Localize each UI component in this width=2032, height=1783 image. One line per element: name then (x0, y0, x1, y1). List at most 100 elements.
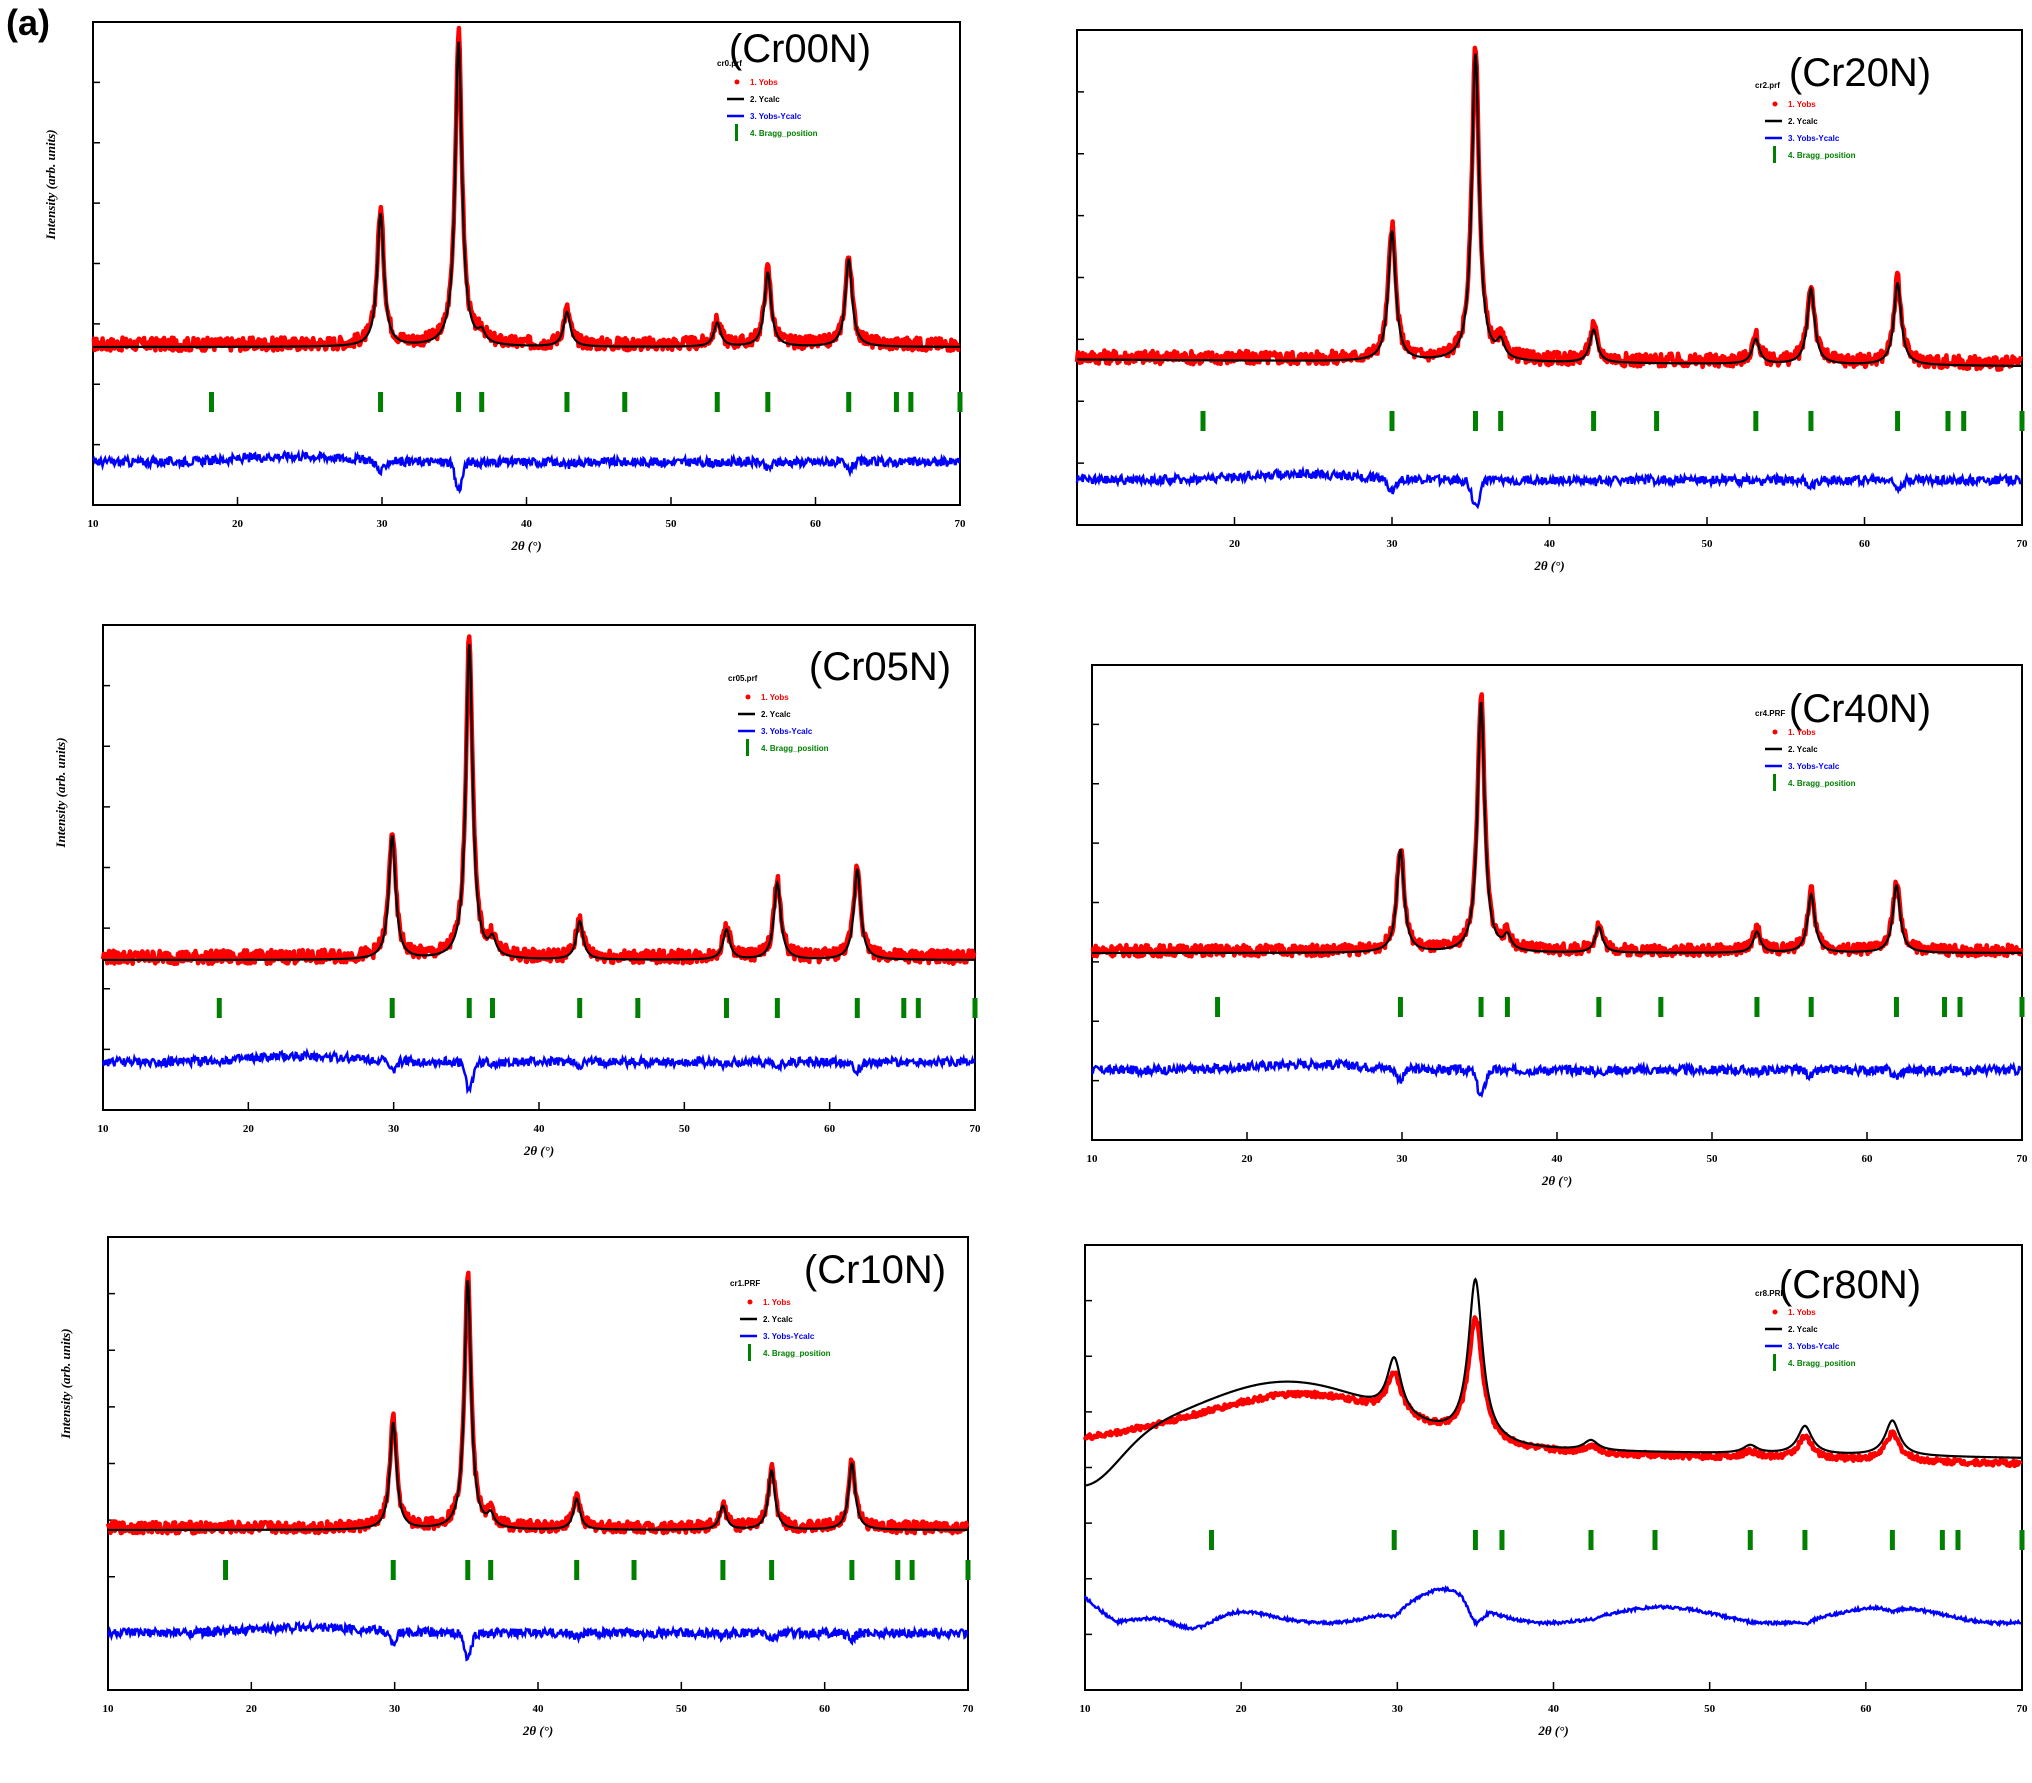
x-tick-label: 20 (243, 1123, 255, 1135)
bragg-mark (965, 1560, 971, 1580)
bragg-mark (1504, 997, 1510, 1017)
legend-entry: 3. Yobs-Ycalc (761, 727, 813, 736)
bragg-mark (465, 1560, 471, 1580)
figure-label: (a) (6, 2, 50, 43)
bragg-mark (1895, 411, 1901, 431)
legend-entry: 3. Yobs-Ycalc (750, 112, 802, 121)
bragg-mark (849, 1560, 855, 1580)
bragg-mark (1389, 411, 1395, 431)
x-axis-label: 2θ (°) (523, 1143, 554, 1158)
legend-entry: 1. Yobs (1788, 100, 1816, 109)
bragg-mark (1478, 997, 1484, 1017)
x-tick-label: 50 (679, 1123, 691, 1135)
sample-label: (Cr40N) (1789, 687, 1931, 731)
legend-file: cr1.PRF (730, 1279, 760, 1288)
bragg-mark (2019, 411, 2025, 431)
x-tick-label: 50 (1707, 1153, 1719, 1165)
legend-entry: 3. Yobs-Ycalc (1788, 1342, 1840, 1351)
bragg-mark (893, 392, 899, 412)
difference-series (1090, 1056, 2022, 1099)
x-tick-label: 50 (1704, 1703, 1716, 1715)
bragg-mark (479, 392, 485, 412)
x-tick-label: 40 (534, 1123, 546, 1135)
bragg-mark (765, 392, 771, 412)
bragg-mark (489, 998, 495, 1018)
bragg-mark (456, 392, 462, 412)
bragg-mark (574, 1560, 580, 1580)
difference-series (1075, 465, 2022, 510)
yobs-series (105, 1270, 970, 1536)
yobs-series (1090, 692, 2024, 959)
plot-frame (107, 1236, 969, 1691)
legend-entry: 4. Bragg_position (1788, 151, 1856, 160)
legend-entry: 3. Yobs-Ycalc (1788, 134, 1840, 143)
x-tick-label: 70 (970, 1123, 982, 1135)
bragg-mark (723, 998, 729, 1018)
legend-entry: 4. Bragg_position (750, 129, 818, 138)
bragg-mark (901, 998, 907, 1018)
bragg-mark (1808, 411, 1814, 431)
bragg-mark (1652, 1530, 1658, 1550)
bragg-mark (769, 1560, 775, 1580)
bragg-mark (720, 1560, 726, 1580)
bragg-mark (223, 1560, 229, 1580)
legend-yobs-marker (747, 1299, 753, 1305)
bragg-mark (1942, 997, 1947, 1017)
bragg-mark (389, 998, 395, 1018)
bragg-mark (1961, 411, 1967, 431)
x-tick-label: 30 (388, 1123, 400, 1135)
bragg-mark (577, 998, 583, 1018)
bragg-mark (1498, 411, 1504, 431)
bragg-mark (216, 998, 222, 1018)
bragg-mark (1754, 997, 1760, 1017)
y-axis-label: Intensity (arb. units) (53, 737, 68, 848)
bragg-mark (895, 1560, 901, 1580)
x-axis-label: 2θ (°) (1537, 1723, 1568, 1738)
bragg-mark (1596, 997, 1602, 1017)
bragg-mark (908, 392, 914, 412)
panel-cr10n: 10 20 30 40 50 60 70 2θ (°) Intensity (arb. unit… (58, 1236, 975, 1738)
sample-label: (Cr20N) (1789, 51, 1931, 95)
bragg-mark (1893, 997, 1899, 1017)
ycalc-series (107, 1280, 969, 1532)
x-tick-label: 40 (1544, 538, 1556, 550)
plot-frame (1076, 29, 2023, 526)
ycalc-series (1076, 53, 2023, 368)
x-tick-label: 70 (963, 1703, 975, 1715)
bragg-mark (1397, 997, 1403, 1017)
x-tick-label: 60 (810, 518, 822, 530)
bragg-mark (2019, 1530, 2025, 1550)
bragg-mark (1200, 411, 1206, 431)
yobs-series (100, 634, 977, 967)
bragg-mark (622, 392, 628, 412)
bragg-mark (631, 1560, 637, 1580)
legend-entry: 1. Yobs (750, 78, 778, 87)
bragg-mark (854, 998, 860, 1018)
bragg-mark (1588, 1530, 1594, 1550)
legend-bragg-marker (1773, 1354, 1776, 1371)
legend-yobs-marker (734, 79, 740, 85)
sample-label: (Cr80N) (1779, 1263, 1921, 1307)
x-tick-label: 20 (246, 1703, 258, 1715)
ycalc-series (92, 41, 961, 349)
x-tick-label: 40 (521, 518, 533, 530)
difference-series (1083, 1584, 2022, 1632)
legend-entry: 2. Ycalc (750, 95, 780, 104)
bragg-mark (1658, 997, 1664, 1017)
x-tick-label: 10 (1087, 1153, 1099, 1165)
difference-series (106, 1618, 969, 1662)
sample-label: (Cr00N) (729, 27, 871, 71)
x-tick-label: 30 (377, 518, 389, 530)
bragg-mark (1889, 1530, 1895, 1550)
ycalc-series (1091, 701, 2023, 955)
ycalc-series (1084, 1277, 2023, 1487)
difference-series (91, 448, 961, 495)
bragg-mark (2019, 997, 2025, 1017)
bragg-mark (846, 392, 852, 412)
bragg-mark (1939, 1530, 1945, 1550)
yobs-series (1082, 1315, 2023, 1469)
x-tick-label: 70 (2017, 538, 2029, 550)
y-axis-label: Intensity (arb. units) (43, 129, 58, 240)
bragg-mark (466, 998, 472, 1018)
